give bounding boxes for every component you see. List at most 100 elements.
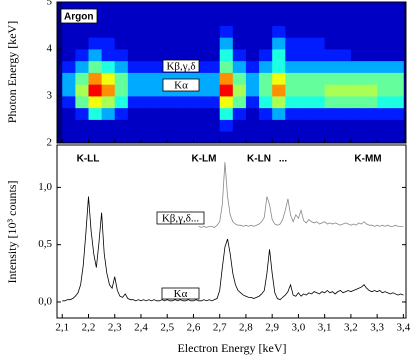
heatmap-cell [311, 13, 326, 26]
heatmap-cell [390, 60, 404, 73]
heatmap-cell [298, 72, 312, 85]
heatmap-cell [127, 84, 142, 97]
heatmap-cell [324, 13, 339, 26]
heatmap-cell [311, 72, 326, 85]
heatmap-cell [311, 96, 326, 109]
heatmap-cell [232, 96, 247, 109]
heatmap-cell [206, 2, 221, 15]
x-tick-label: 2,8 [239, 322, 253, 334]
heatmap-cell [272, 25, 286, 38]
x-tick-label: 2,9 [265, 322, 279, 334]
heatmap-cell [298, 13, 312, 26]
heatmap-cell [272, 107, 286, 120]
heatmap-cell [88, 25, 103, 38]
heatmap-cell [272, 60, 286, 73]
heatmap-cell [245, 107, 260, 120]
heatmap-cell [193, 119, 207, 132]
heatmap-cell [62, 49, 76, 62]
heatmap-cell [101, 49, 116, 62]
y-tick-label: 1,0 [38, 181, 52, 193]
series-label-box [156, 211, 205, 225]
heatmap-cell [350, 72, 365, 85]
heatmap-cell [272, 2, 286, 15]
heatmap-cell [390, 119, 404, 132]
annotation: K-LN [247, 154, 271, 165]
heatmap-cell [127, 119, 142, 132]
heatmap-cell [390, 25, 404, 38]
heatmap-cell [272, 72, 286, 85]
series-label: Kα [174, 288, 188, 300]
heatmap-cell [206, 96, 221, 109]
heatmap-cell [127, 37, 142, 50]
heatmap-cell [154, 96, 168, 109]
heatmap-cell [219, 37, 234, 50]
heatmap-cell [324, 60, 339, 73]
heatmap-cell [350, 49, 365, 62]
heatmap-cell [390, 131, 404, 144]
heatmap-cell [245, 13, 260, 26]
heatmap-cell [180, 13, 194, 26]
y-axis-label: Photon Energy [keV] [5, 21, 19, 123]
heatmap-cell [245, 131, 260, 144]
heatmap-cell [154, 13, 168, 26]
x-tick-label: 2,4 [134, 322, 148, 334]
heatmap-cell [154, 2, 168, 15]
annotation-box [60, 8, 98, 24]
heatmap-cell [298, 84, 312, 97]
heatmap-cell [206, 72, 221, 85]
heatmap-cell [245, 84, 260, 97]
heatmap-cell [62, 37, 76, 50]
heatmap-cell [259, 49, 273, 62]
x-tick-label: 2,2 [82, 322, 96, 334]
heatmap-cell [140, 72, 155, 85]
heatmap-cell [140, 49, 155, 62]
x-tick-label: 3,4 [397, 322, 411, 334]
heatmap-cell [390, 37, 404, 50]
heatmap-cell [390, 96, 404, 109]
heatmap-cell [298, 131, 312, 144]
heatmap-cell [140, 2, 155, 15]
heatmap-cell [337, 107, 352, 120]
heatmap-cell [180, 2, 194, 15]
heatmap-cell [193, 13, 207, 26]
heatmap-cell [298, 25, 312, 38]
annotation: Kα [174, 80, 188, 92]
heatmap-cell [285, 37, 299, 50]
heatmap-cell [311, 25, 326, 38]
heatmap-cell [101, 96, 116, 109]
heatmap-cell [298, 119, 312, 132]
heatmap-cell [245, 2, 260, 15]
heatmap-cell [285, 49, 299, 62]
heatmap-cell [206, 25, 221, 38]
heatmap-cell [272, 49, 286, 62]
y-axis-label: Intensity [10³ counts] [5, 181, 19, 284]
heatmap-cell [114, 107, 129, 120]
heatmap-cell [193, 107, 207, 120]
heatmap-cell [114, 2, 129, 15]
heatmap-cell [324, 72, 339, 85]
y-tick-label: 3 [47, 90, 53, 102]
heatmap-cell [324, 107, 339, 120]
heatmap-cell [364, 13, 378, 26]
heatmap-cell [62, 84, 76, 97]
heatmap-cell [75, 107, 89, 120]
heatmap-cell [140, 60, 155, 73]
heatmap-cell [364, 72, 378, 85]
heatmap-cell [140, 84, 155, 97]
heatmap-cell [180, 119, 194, 132]
heatmap-cell [101, 25, 116, 38]
heatmap-cell [272, 131, 286, 144]
heatmap-cell [154, 25, 168, 38]
heatmap-cell [350, 96, 365, 109]
heatmap-cell [337, 25, 352, 38]
y-tick-label: 4 [47, 43, 53, 55]
heatmap-cell [180, 49, 194, 62]
x-tick-label: 3,3 [370, 322, 384, 334]
heatmap-cell [245, 60, 260, 73]
heatmap-cell [101, 119, 116, 132]
y-tick-label: 0,0 [38, 295, 52, 307]
heatmap-cell [272, 96, 286, 109]
heatmap-cell [219, 2, 234, 15]
heatmap-cell [154, 107, 168, 120]
heatmap-cell [298, 49, 312, 62]
